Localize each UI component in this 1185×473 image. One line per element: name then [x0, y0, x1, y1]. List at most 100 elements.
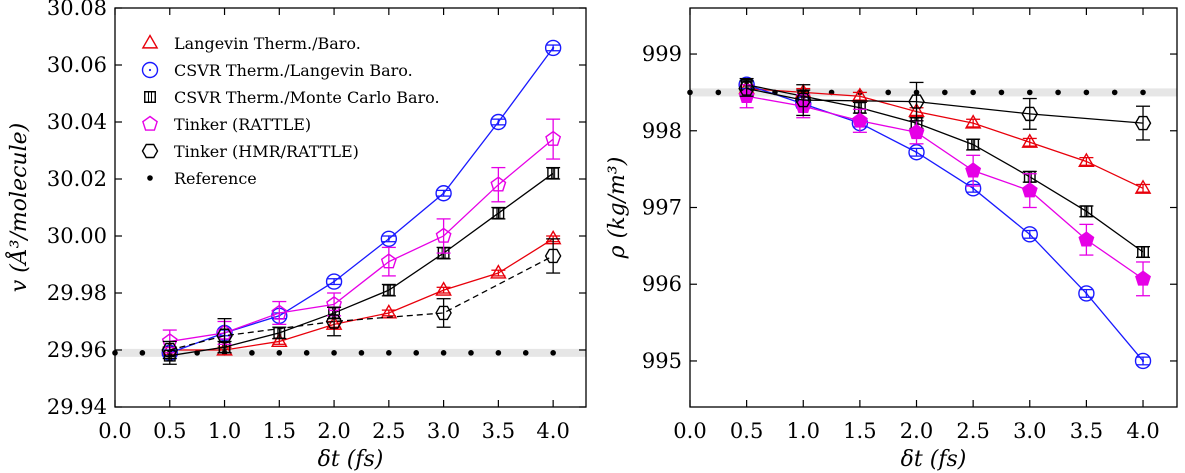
series-5	[161, 238, 562, 360]
data-point	[851, 112, 868, 128]
data-point-dot	[497, 120, 500, 124]
data-point-dot	[552, 46, 555, 50]
series-2	[738, 76, 1152, 370]
reference-point	[885, 89, 891, 96]
legend-marker	[144, 91, 156, 103]
reference-band	[115, 348, 586, 357]
data-point	[1135, 270, 1151, 286]
data-point	[908, 144, 925, 161]
data-point-dot	[442, 192, 445, 195]
y-tick-label: 30.02	[47, 167, 107, 191]
y-axis-label: v (Å³/molecule)	[4, 123, 32, 292]
reference-point	[1111, 89, 1118, 96]
x-tick-label: 2.5	[372, 419, 405, 443]
x-tick-label: 3.5	[1070, 419, 1103, 443]
reference-point	[303, 350, 310, 356]
series-line	[169, 238, 554, 351]
legend-label: Langevin Therm./Baro.	[174, 34, 361, 53]
x-tick-label: 2.0	[900, 419, 933, 443]
legend-marker	[141, 34, 159, 49]
y-tick-label: 995	[642, 349, 682, 373]
x-tick-label: 3.5	[482, 419, 515, 443]
y-tick-label: 998	[642, 119, 682, 143]
reference-point	[1140, 89, 1146, 96]
x-tick-label: 2.5	[956, 419, 989, 443]
series-line	[169, 138, 554, 343]
x-tick-label: 1.5	[263, 419, 296, 443]
data-point-dot	[972, 187, 975, 190]
x-tick-label: 0.0	[98, 419, 131, 443]
legend-marker	[141, 61, 159, 79]
legend-marker-dot	[148, 68, 152, 72]
plot-frame	[689, 7, 1178, 408]
data-point	[544, 248, 562, 264]
legend-label: Tinker (RATTLE)	[174, 115, 311, 134]
y-tick-label: 999	[642, 42, 682, 66]
data-point	[1021, 106, 1039, 122]
data-point	[1134, 179, 1152, 194]
data-point	[435, 281, 452, 296]
reference-point	[1026, 89, 1033, 96]
legend-label: Reference	[174, 169, 257, 188]
data-point	[1021, 133, 1039, 148]
y-tick-label: 30.00	[47, 224, 107, 248]
series-line	[746, 87, 1144, 189]
data-point	[1021, 182, 1038, 198]
legend: Langevin Therm./Baro. CSVR Therm./Langevi…	[141, 34, 440, 188]
x-tick-label: 3.0	[427, 419, 460, 443]
legend-marker	[142, 115, 158, 131]
x-tick-label: 0.5	[730, 419, 763, 443]
data-point-dot	[915, 151, 918, 154]
series-line	[746, 84, 1144, 362]
legend-marker-reference	[147, 175, 153, 181]
reference-point	[942, 89, 948, 96]
x-tick-label: 4.0	[1126, 419, 1159, 443]
data-point	[908, 123, 925, 140]
x-tick-label: 2.0	[317, 419, 350, 443]
data-point	[738, 81, 755, 96]
series-5	[738, 80, 1152, 141]
data-point	[490, 113, 507, 131]
series-4	[738, 84, 1151, 297]
reference-point	[276, 350, 283, 356]
y-tick-label: 996	[642, 272, 682, 296]
reference-point	[998, 89, 1005, 96]
data-point	[380, 253, 397, 269]
reference-point	[468, 350, 474, 356]
data-point	[435, 185, 452, 202]
reference-point	[970, 89, 976, 96]
series-line	[746, 95, 1144, 280]
legend-label: CSVR Therm./Monte Carlo Baro.	[174, 88, 440, 107]
y-tick-label: 30.08	[47, 0, 107, 20]
data-point-dot	[332, 280, 336, 283]
data-point	[794, 92, 812, 108]
data-point	[1134, 115, 1152, 131]
data-point-dot	[1085, 292, 1088, 295]
data-point	[1078, 152, 1095, 168]
x-axis-label: δt (fs)	[318, 447, 384, 472]
data-point	[544, 39, 562, 57]
data-point	[271, 304, 288, 320]
reference-point	[1055, 89, 1061, 96]
reference-point	[440, 350, 447, 356]
x-tick-label: 1.5	[843, 419, 876, 443]
legend-label: CSVR Therm./Langevin Baro.	[174, 61, 413, 80]
data-point	[1078, 231, 1095, 247]
data-point	[545, 130, 562, 146]
data-point	[964, 114, 982, 129]
x-tick-label: 0.5	[153, 419, 186, 443]
series-3	[162, 166, 561, 365]
reference-point	[522, 350, 529, 356]
y-tick-label: 29.96	[47, 338, 107, 362]
x-axis-label: δt (fs)	[901, 447, 967, 472]
reference-point	[331, 350, 337, 356]
data-point	[325, 273, 343, 290]
reference-point	[249, 350, 255, 356]
data-point-dot	[387, 237, 390, 240]
x-tick-label: 1.0	[208, 419, 241, 443]
data-point	[1134, 352, 1152, 370]
reference-point	[139, 350, 146, 356]
chart-panel-2: 0.0 0.5 1.0 1.5 2.0 2.5 3.0 3.5 4.0 995 996 997 998 9…	[605, 7, 1178, 472]
data-point	[380, 230, 398, 248]
